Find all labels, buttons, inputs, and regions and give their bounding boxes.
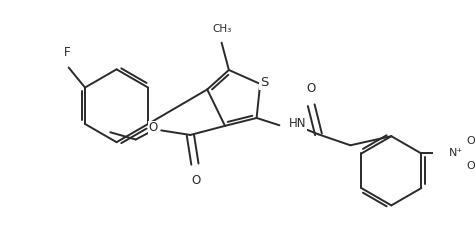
Text: N⁺: N⁺ — [449, 148, 463, 158]
Text: O: O — [191, 174, 200, 187]
Text: S: S — [261, 76, 269, 89]
Text: O: O — [306, 82, 316, 95]
Text: F: F — [64, 46, 70, 59]
Text: O: O — [148, 121, 158, 134]
Text: HN: HN — [288, 117, 306, 130]
Text: CH₃: CH₃ — [212, 24, 231, 34]
Text: O⁻: O⁻ — [467, 161, 475, 171]
Text: O: O — [467, 136, 475, 146]
